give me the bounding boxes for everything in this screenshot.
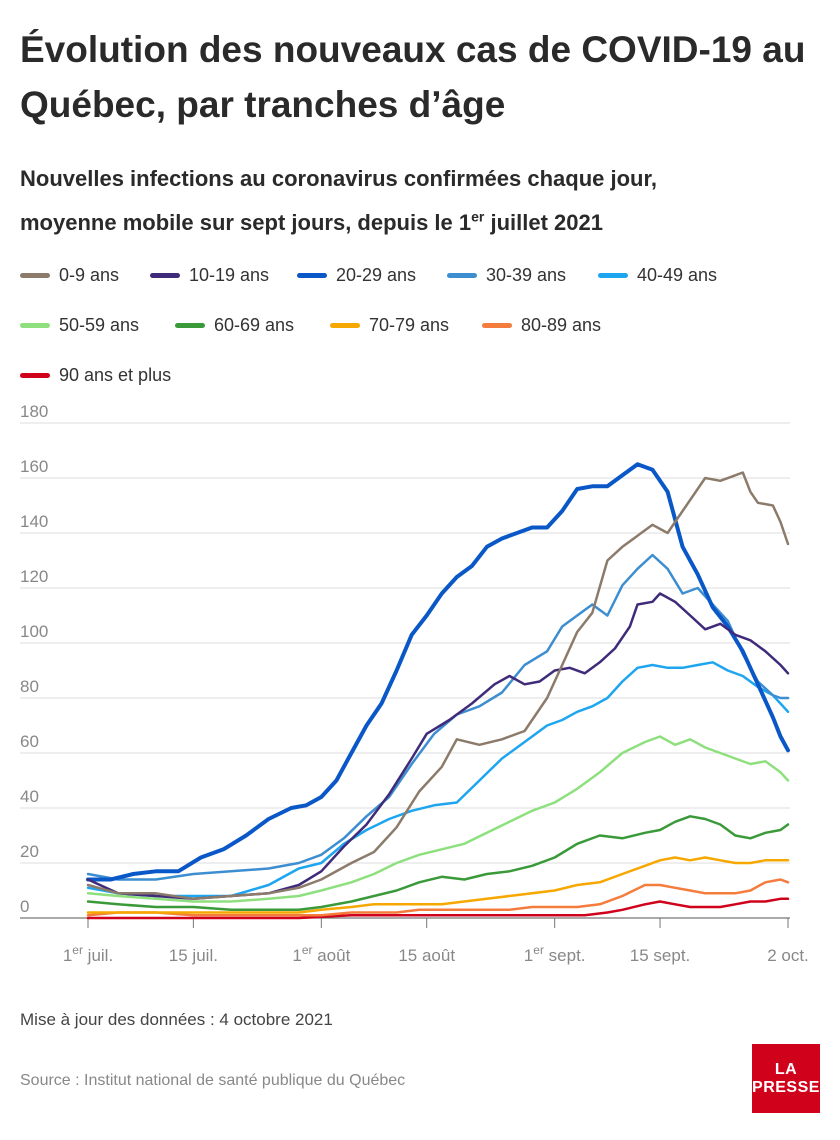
series-line-0-9-ans bbox=[86, 471, 790, 901]
legend-item: 40-49 ans bbox=[598, 265, 717, 286]
series-line-90-ans-et-plus bbox=[86, 897, 790, 920]
legend-swatch bbox=[20, 323, 50, 328]
update-note: Mise à jour des données : 4 octobre 2021 bbox=[20, 1010, 333, 1029]
series-line-70-79-ans bbox=[86, 856, 790, 914]
legend-swatch bbox=[482, 323, 512, 328]
x-tick-label: 2 oct. bbox=[767, 946, 809, 965]
series-line-10-19-ans bbox=[86, 592, 790, 901]
subtitle-line-2: moyenne mobile sur sept jours, depuis le… bbox=[20, 209, 603, 236]
legend-item: 0-9 ans bbox=[20, 265, 119, 286]
legend-label: 20-29 ans bbox=[336, 265, 417, 285]
legend-swatch bbox=[20, 273, 50, 278]
legend-item: 60-69 ans bbox=[175, 315, 294, 336]
series-line-30-39-ans bbox=[86, 553, 790, 881]
x-tick-label: 1er juil. bbox=[63, 943, 113, 965]
y-tick-label: 120 bbox=[20, 567, 48, 586]
y-tick-label: 100 bbox=[20, 622, 48, 641]
chart-title: Évolution des nouveaux cas de COVID-19 a… bbox=[20, 29, 806, 125]
y-tick-label: 180 bbox=[20, 405, 48, 421]
x-tick-label: 1er août bbox=[292, 943, 350, 965]
y-tick-label: 20 bbox=[20, 842, 39, 861]
legend-swatch bbox=[447, 273, 477, 278]
y-tick-label: 60 bbox=[20, 732, 39, 751]
series-line-60-69-ans bbox=[86, 815, 790, 912]
legend-label: 50-59 ans bbox=[59, 315, 140, 335]
source-note: Source : Institut national de santé publ… bbox=[20, 1072, 406, 1089]
legend-label: 40-49 ans bbox=[637, 265, 718, 285]
series-line-50-59-ans bbox=[86, 735, 790, 903]
subtitle-line-1: Nouvelles infections au coronavirus conf… bbox=[20, 166, 657, 191]
legend-swatch bbox=[150, 273, 180, 278]
legend-swatch bbox=[598, 273, 628, 278]
series-line-40-49-ans bbox=[86, 661, 790, 898]
y-tick-label: 160 bbox=[20, 457, 48, 476]
series-line-20-29-ans bbox=[86, 462, 790, 882]
line-chart: 0 20 40 60 80 100 120 140 160 180 1er juil. 15 juil… bbox=[20, 405, 809, 965]
legend-swatch bbox=[175, 323, 205, 328]
x-tick-label: 15 sept. bbox=[630, 946, 691, 965]
legend-item: 30-39 ans bbox=[447, 265, 566, 286]
legend-label: 90 ans et plus bbox=[59, 365, 172, 385]
legend-item: 10-19 ans bbox=[150, 265, 269, 286]
legend-swatch bbox=[20, 373, 50, 378]
legend-label: 80-89 ans bbox=[521, 315, 602, 335]
legend-item: 90 ans et plus bbox=[20, 365, 171, 386]
legend-label: 10-19 ans bbox=[189, 265, 270, 285]
x-tick-label: 15 août bbox=[398, 946, 455, 965]
legend-swatch bbox=[297, 273, 327, 278]
legend-item: 70-79 ans bbox=[330, 315, 449, 336]
legend-label: 70-79 ans bbox=[369, 315, 450, 335]
legend-swatch bbox=[330, 323, 360, 328]
y-tick-label: 140 bbox=[20, 512, 48, 531]
y-tick-label: 80 bbox=[20, 677, 39, 696]
series-line-80-89-ans bbox=[86, 878, 790, 917]
x-tick-label: 15 juil. bbox=[169, 946, 218, 965]
legend-label: 60-69 ans bbox=[214, 315, 295, 335]
y-tick-label: 0 bbox=[20, 897, 29, 916]
legend-label: 30-39 ans bbox=[486, 265, 567, 285]
y-tick-label: 40 bbox=[20, 787, 39, 806]
chart-subtitle: Nouvelles infections au coronavirus conf… bbox=[20, 160, 820, 242]
legend-label: 0-9 ans bbox=[59, 265, 120, 285]
la-presse-logo: LA PRESSE bbox=[752, 1044, 820, 1113]
legend-item: 20-29 ans bbox=[297, 265, 416, 286]
x-tick-label: 1er sept. bbox=[524, 943, 586, 965]
legend-item: 80-89 ans bbox=[482, 315, 601, 336]
legend-item: 50-59 ans bbox=[20, 315, 139, 336]
